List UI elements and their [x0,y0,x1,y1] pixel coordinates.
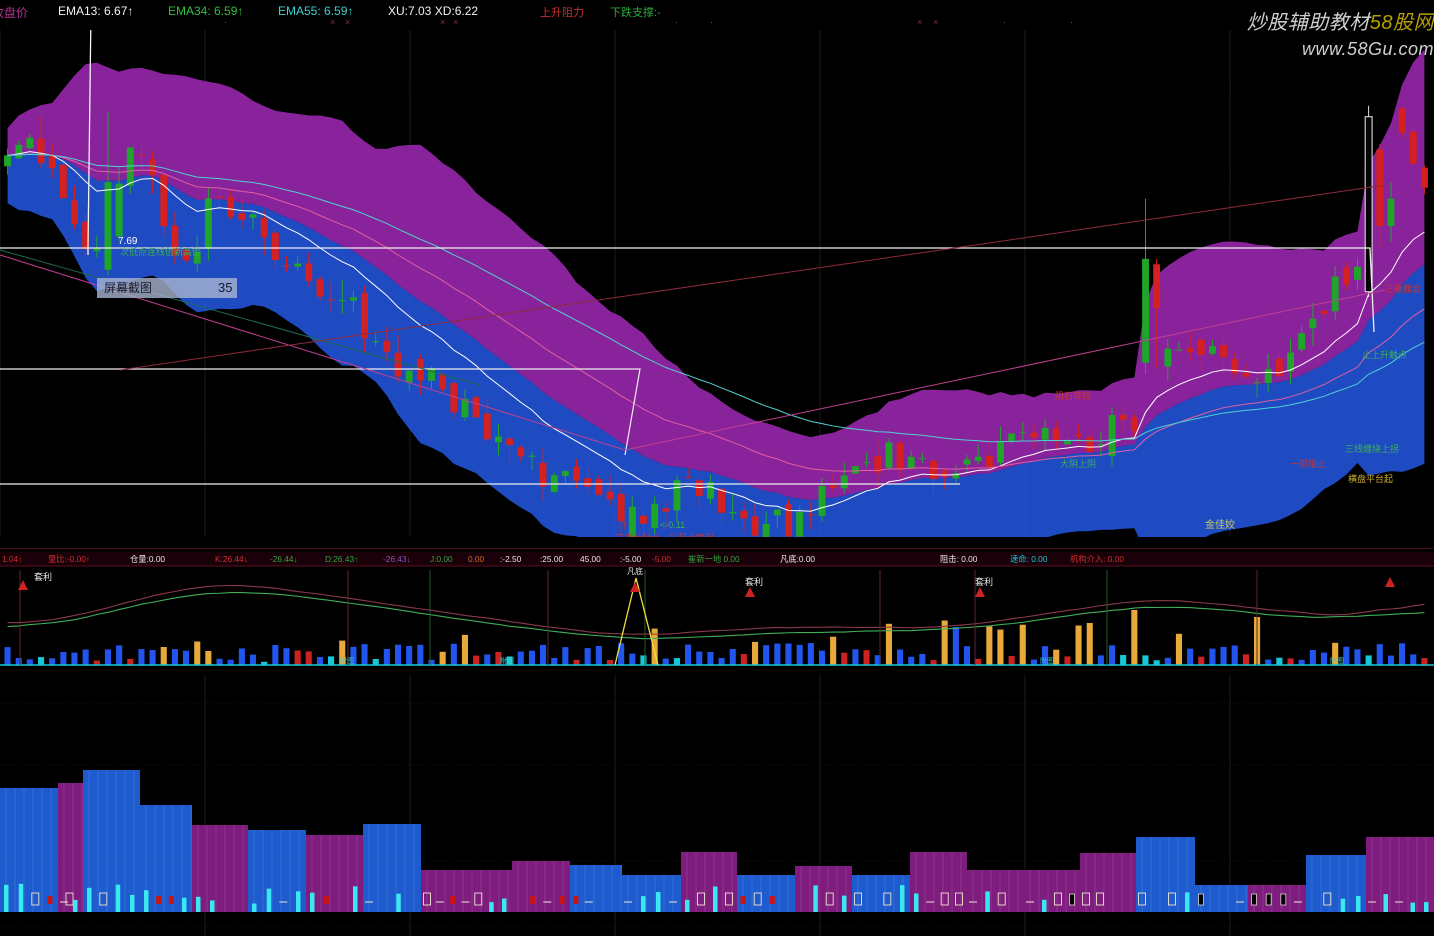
svg-text::-2.50: :-2.50 [500,554,522,564]
svg-text:速命: 0.00: 速命: 0.00 [1010,554,1048,564]
svg-text:开平台起步，升起点睡起: 开平台起步，升起点睡起 [615,532,714,537]
svg-text:凡底: 凡底 [627,566,643,576]
svg-text:套利: 套利 [975,576,993,587]
svg-text:屏幕截图: 屏幕截图 [104,281,152,295]
svg-text:35: 35 [218,280,232,295]
svg-text:机构介入: 0.00: 机构介入: 0.00 [1070,554,1124,564]
svg-text:止上升触点: 止上升触点 [1362,349,1407,360]
svg-text:仓量:0.00: 仓量:0.00 [130,554,165,564]
svg-text:45.00: 45.00 [580,554,601,564]
svg-text:附图: 附图 [500,656,514,665]
svg-text:崔新一地 0.00: 崔新一地 0.00 [688,554,740,564]
svg-text:阻击: 0.00: 阻击: 0.00 [940,554,978,564]
svg-text:附图: 附图 [1330,656,1344,665]
svg-text:T: T [622,521,628,531]
svg-text:凡底:0.00: 凡底:0.00 [780,554,815,564]
svg-text:-5.00: -5.00 [652,554,671,564]
svg-text:量比:-0.00↑: 量比:-0.00↑ [48,554,90,564]
svg-text:三重鼎会: 三重鼎会 [1385,283,1421,294]
svg-text:金佳姣: 金佳姣 [1205,518,1235,531]
svg-text:<-0.11: <-0.11 [660,520,685,530]
svg-text:大阴上阴: 大阴上阴 [1060,458,1096,469]
svg-text:次低点连线创新高价: 次低点连线创新高价 [120,246,201,257]
svg-text:-26.44↓: -26.44↓ [270,554,298,564]
svg-text:横盘平台起: 横盘平台起 [1348,473,1393,484]
svg-text:K:26.44↓: K:26.44↓ [215,554,248,564]
svg-text:1.04↑: 1.04↑ [2,554,22,564]
svg-text:三线缠绕上拐: 三线缠绕上拐 [1345,443,1399,454]
svg-text:D:26.43↑: D:26.43↑ [325,554,358,564]
svg-text:0.00: 0.00 [468,554,485,564]
svg-text::-5.00: :-5.00 [620,554,642,564]
svg-text:附图: 附图 [1040,656,1054,665]
svg-text:阻石有较: 阻石有较 [1055,390,1091,401]
svg-text:附图: 附图 [340,656,354,665]
svg-text:套利: 套利 [34,571,52,582]
svg-text:一阴阻止: 一阴阻止 [1290,458,1326,469]
svg-text::25.00: :25.00 [540,554,563,564]
svg-text:套利: 套利 [745,576,763,587]
svg-text:7.69: 7.69 [118,236,138,247]
svg-text:-26.43↓: -26.43↓ [383,554,411,564]
svg-text:J:0.00: J:0.00 [430,554,453,564]
